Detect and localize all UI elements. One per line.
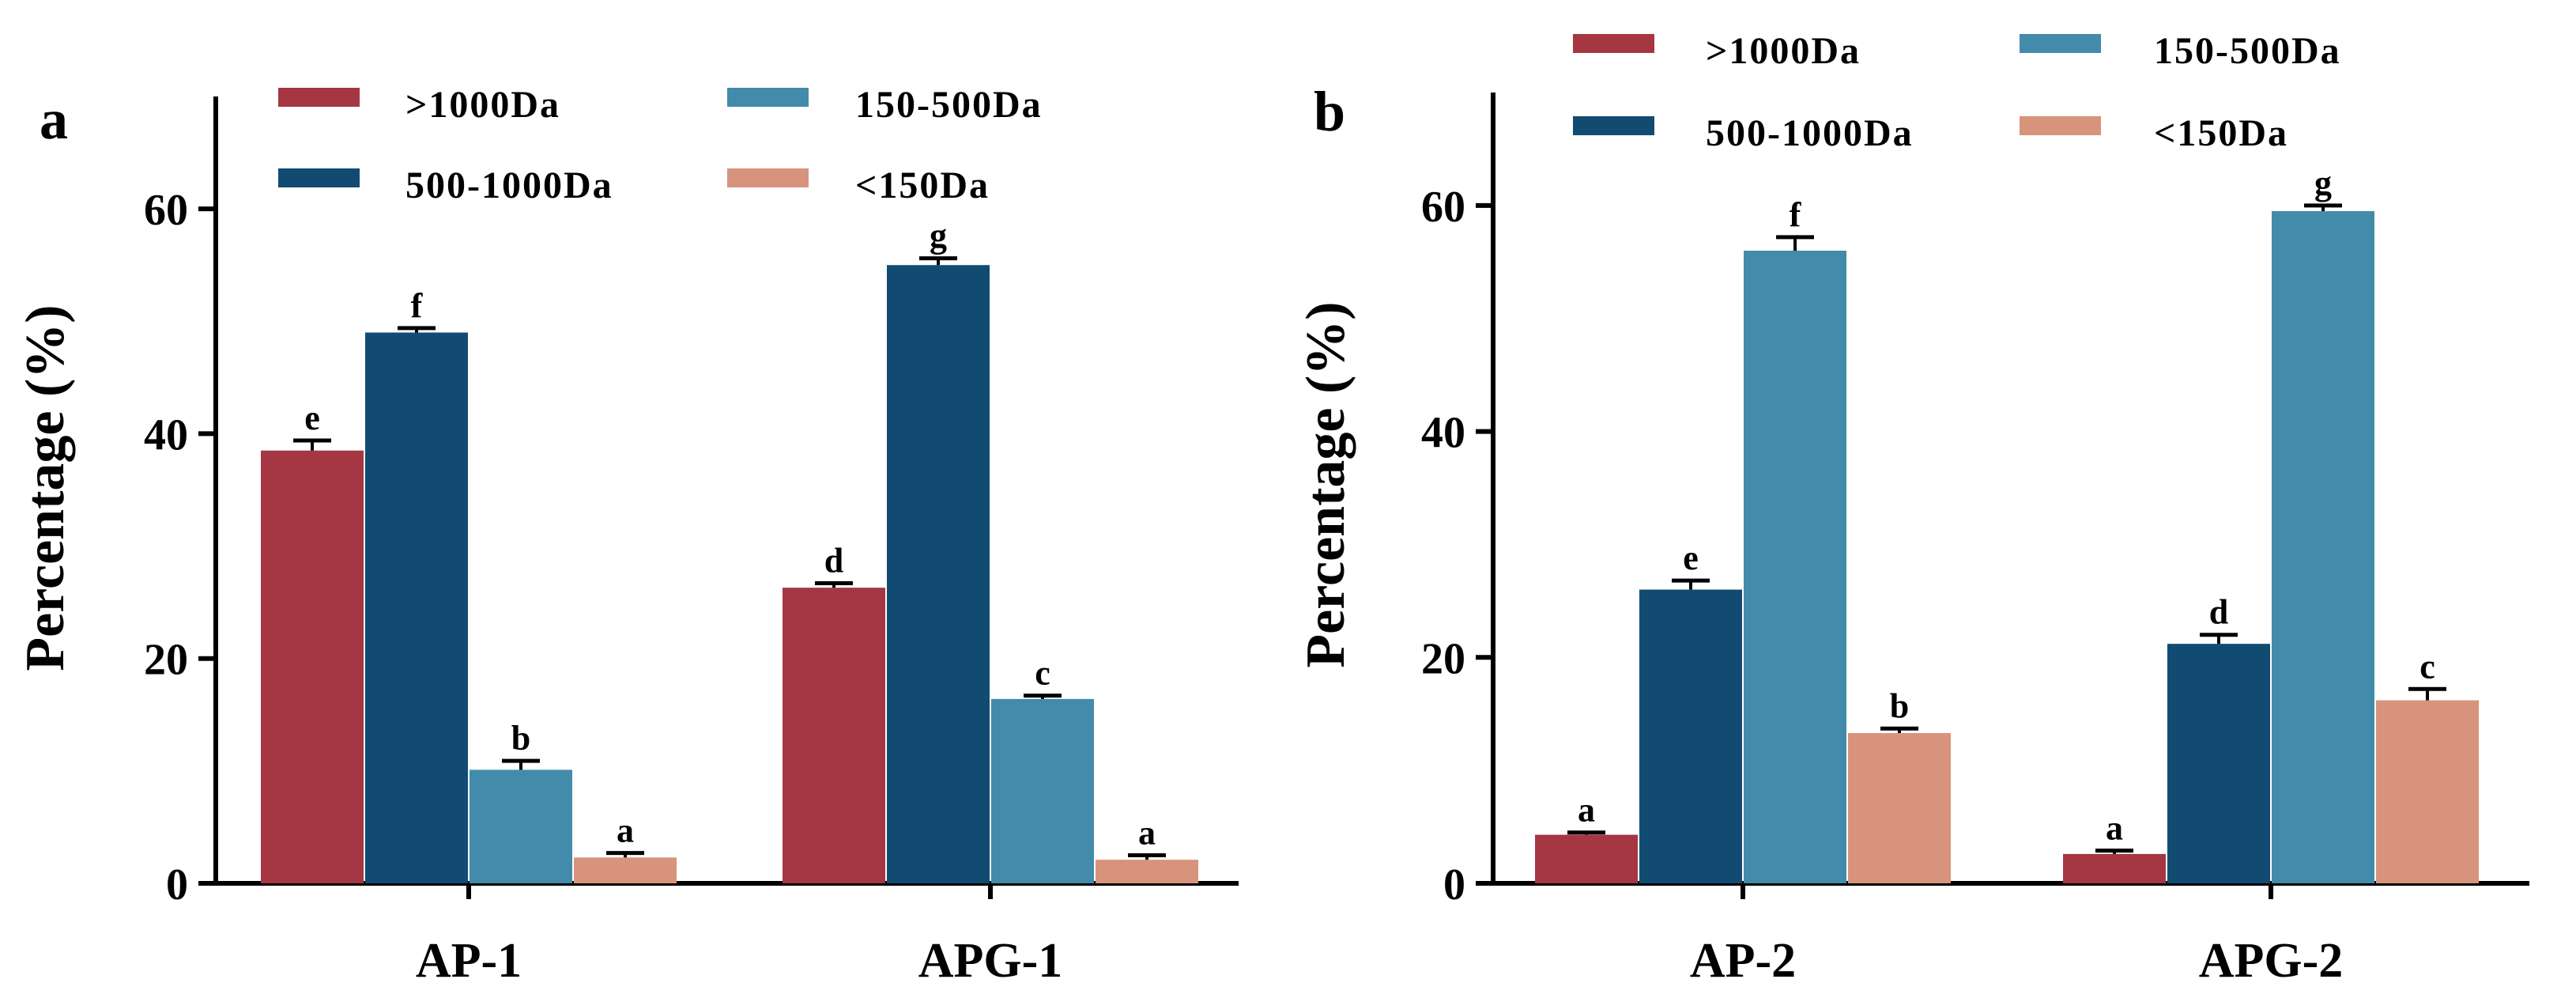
bar [365, 332, 468, 883]
significance-letter: a [1138, 813, 1156, 852]
significance-letter: e [1683, 539, 1699, 577]
y-axis-label: Percentage (%) [15, 304, 76, 671]
y-tick-label: 20 [144, 636, 188, 685]
y-tick-label: 20 [1421, 634, 1465, 683]
bar [261, 450, 364, 883]
y-tick-label: 40 [1421, 409, 1465, 458]
bar [1639, 589, 1742, 883]
x-category-label: APG-1 [918, 934, 1063, 988]
legend-label: 500-1000Da [405, 164, 613, 206]
x-category-label: APG-2 [2199, 934, 2344, 988]
bar [887, 265, 990, 883]
y-tick-label: 60 [144, 186, 188, 235]
legend-swatch [727, 88, 809, 107]
legend-swatch [727, 168, 809, 187]
legend-swatch [278, 168, 360, 187]
x-category-label: AP-1 [416, 934, 522, 988]
significance-letter: c [2419, 647, 2435, 686]
panel-label: b [1314, 80, 1345, 143]
legend-label: >1000Da [1706, 30, 1861, 72]
significance-letter: a [617, 811, 634, 850]
y-tick-label: 60 [1421, 183, 1465, 232]
y-axis-label: Percentage (%) [1296, 301, 1356, 667]
legend-swatch [2020, 34, 2101, 53]
bar [470, 769, 572, 883]
bar [991, 698, 1094, 883]
significance-letter: g [2314, 164, 2332, 202]
significance-letter: d [2209, 593, 2228, 632]
y-tick-label: 40 [144, 410, 188, 459]
legend-swatch [2020, 116, 2101, 135]
x-category-label: AP-2 [1690, 934, 1796, 988]
significance-letter: f [411, 286, 424, 325]
bar [2063, 853, 2166, 883]
panel-label: a [40, 88, 68, 151]
legend-label: <150Da [2154, 112, 2288, 154]
significance-letter: g [930, 217, 947, 255]
bar [2272, 211, 2374, 883]
significance-letter: e [304, 399, 320, 437]
significance-letter: f [1790, 195, 1802, 234]
bar [574, 857, 677, 883]
y-tick-label: 0 [166, 860, 188, 909]
bar [1744, 251, 1846, 883]
significance-letter: c [1035, 654, 1050, 693]
bar [2167, 644, 2270, 883]
legend-swatch [1573, 116, 1654, 135]
legend-label: 500-1000Da [1706, 112, 1914, 154]
significance-letter: a [2106, 809, 2123, 848]
bar [1535, 834, 1638, 883]
legend-label: 150-500Da [855, 84, 1043, 126]
bar [1096, 860, 1198, 883]
y-tick-label: 0 [1443, 860, 1465, 909]
significance-letter: a [1578, 791, 1595, 830]
legend-swatch [1573, 34, 1654, 53]
bar [1848, 733, 1951, 883]
bar [783, 588, 885, 883]
significance-letter: b [511, 719, 530, 758]
legend-label: >1000Da [405, 84, 560, 126]
legend-label: 150-500Da [2154, 30, 2341, 72]
significance-letter: b [1890, 686, 1909, 725]
bar [2376, 700, 2479, 883]
significance-letter: d [824, 541, 843, 580]
legend-swatch [278, 88, 360, 107]
legend-label: <150Da [855, 164, 990, 206]
